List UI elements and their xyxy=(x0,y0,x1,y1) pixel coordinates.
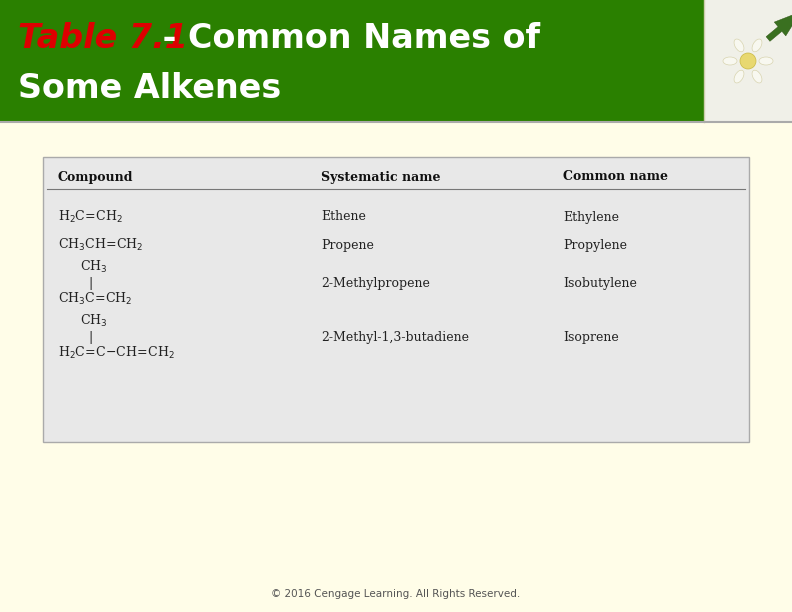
Text: Ethylene: Ethylene xyxy=(563,211,619,223)
Ellipse shape xyxy=(734,70,744,83)
Text: CH$_3$CH$\!=\!$CH$_2$: CH$_3$CH$\!=\!$CH$_2$ xyxy=(58,237,143,253)
Text: |: | xyxy=(88,277,92,289)
Circle shape xyxy=(740,53,756,69)
Text: Isobutylene: Isobutylene xyxy=(563,277,637,289)
Bar xyxy=(704,0,792,122)
Text: |: | xyxy=(88,330,92,343)
Text: - Common Names of: - Common Names of xyxy=(151,21,540,54)
Text: © 2016 Cengage Learning. All Rights Reserved.: © 2016 Cengage Learning. All Rights Rese… xyxy=(272,589,520,599)
Text: Some Alkenes: Some Alkenes xyxy=(18,72,281,105)
Text: 2-Methyl-1,3-butadiene: 2-Methyl-1,3-butadiene xyxy=(321,330,469,343)
Text: Systematic name: Systematic name xyxy=(321,171,440,184)
Text: CH$_3$: CH$_3$ xyxy=(80,259,108,275)
Text: 2-Methylpropene: 2-Methylpropene xyxy=(321,277,430,289)
Text: Common name: Common name xyxy=(563,171,668,184)
Bar xyxy=(43,157,749,442)
Text: Ethene: Ethene xyxy=(321,211,366,223)
Ellipse shape xyxy=(723,57,737,65)
Ellipse shape xyxy=(734,39,744,52)
Text: Propene: Propene xyxy=(321,239,374,252)
Ellipse shape xyxy=(759,57,773,65)
Text: CH$_3$C$\!=\!$CH$_2$: CH$_3$C$\!=\!$CH$_2$ xyxy=(58,291,132,307)
Text: H$_2$C$\!=\!$CH$_2$: H$_2$C$\!=\!$CH$_2$ xyxy=(58,209,123,225)
Bar xyxy=(0,0,704,122)
Ellipse shape xyxy=(752,70,762,83)
FancyArrow shape xyxy=(766,12,792,41)
Text: Propylene: Propylene xyxy=(563,239,627,252)
Text: CH$_3$: CH$_3$ xyxy=(80,313,108,329)
Text: H$_2$C$\!=\!$C$-$CH$\!=\!$CH$_2$: H$_2$C$\!=\!$C$-$CH$\!=\!$CH$_2$ xyxy=(58,345,175,361)
Text: Compound: Compound xyxy=(58,171,134,184)
Text: Table 7.1: Table 7.1 xyxy=(18,21,188,54)
Ellipse shape xyxy=(752,39,762,52)
Text: Isoprene: Isoprene xyxy=(563,330,619,343)
